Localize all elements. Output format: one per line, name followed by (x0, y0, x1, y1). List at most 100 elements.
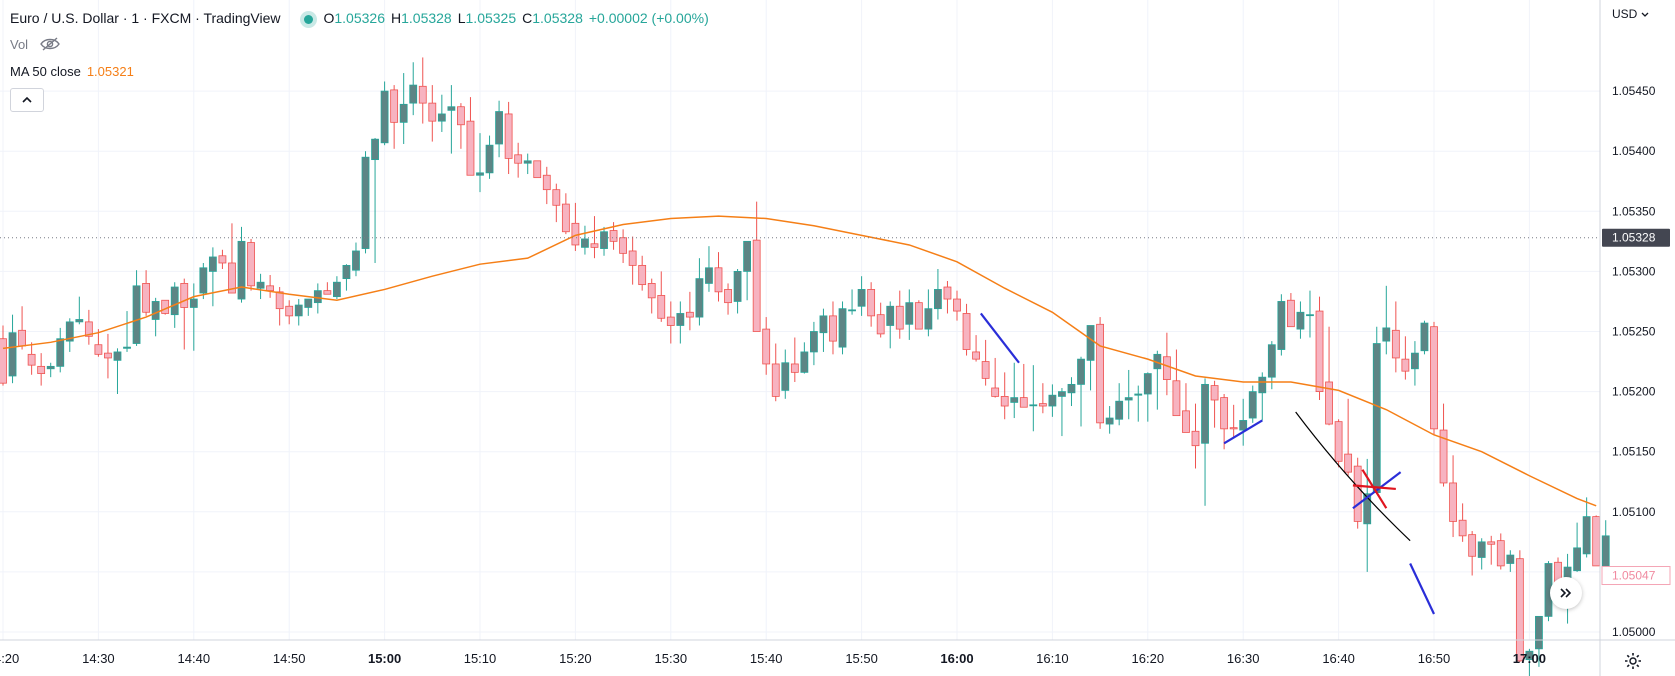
candle-down (991, 357, 1000, 398)
candle-down (1019, 363, 1028, 408)
candle-up (1306, 290, 1314, 338)
price-tick-label: 1.05350 (1612, 204, 1656, 218)
candle-up (1525, 648, 1534, 676)
candle-down (790, 337, 799, 382)
candle-body (1267, 344, 1276, 378)
ma-legend[interactable]: MA 50 close 1.05321 (10, 64, 134, 79)
candle-down (552, 183, 561, 223)
candle-body (1019, 397, 1028, 408)
collapse-legend-button[interactable] (10, 88, 44, 112)
candle-up (46, 362, 55, 378)
candle-up (151, 297, 160, 337)
candle-down (228, 223, 236, 294)
time-tick-label: 17:00 (1513, 651, 1546, 666)
candle-body (1172, 380, 1181, 417)
candle-up (56, 327, 65, 373)
candle-body (380, 90, 389, 144)
time-tick-label: 15:30 (655, 651, 688, 666)
candle-body (56, 338, 65, 367)
candle-body (1296, 311, 1305, 330)
candle-body (1411, 352, 1419, 370)
candle-down (1515, 550, 1524, 663)
price-tick-label: 1.05450 (1612, 84, 1656, 98)
volume-legend[interactable]: Vol (10, 37, 60, 54)
candle-body (1105, 417, 1114, 425)
candle-up (1239, 398, 1248, 446)
candle-body (886, 305, 895, 326)
candle-body (647, 283, 656, 299)
double-chevron-right-icon (1560, 588, 1572, 598)
candle-up (1258, 372, 1267, 421)
candle-down (514, 142, 523, 178)
candle-body (504, 113, 513, 159)
candle-body (1086, 325, 1095, 361)
candle-body (771, 363, 780, 397)
currency-selector[interactable]: USD (1612, 7, 1649, 21)
candle-body (1191, 430, 1200, 447)
candle-body (1248, 391, 1257, 419)
currency-label: USD (1612, 7, 1638, 21)
candle-body (1239, 420, 1248, 431)
price-tick-label: 1.05250 (1612, 325, 1656, 339)
candle-body (1134, 393, 1143, 396)
chevron-up-icon (22, 96, 32, 103)
candle-down (266, 275, 275, 298)
time-tick-label: 15:20 (559, 651, 592, 666)
candle-body (1334, 421, 1343, 462)
candle-body (1525, 650, 1534, 661)
eye-crossed-icon[interactable] (39, 37, 60, 54)
candle-body (733, 270, 742, 302)
candle-body (1096, 323, 1104, 424)
price-tick-label: 1.05000 (1612, 625, 1656, 639)
candle-up (810, 321, 818, 366)
candle-body (352, 250, 360, 271)
time-tick-label: 15:50 (845, 651, 878, 666)
candle-body (113, 351, 122, 361)
symbol-legend[interactable]: Euro / U.S. Dollar · 1 · FXCM · TradingV… (10, 10, 715, 26)
time-tick-label: 16:50 (1418, 651, 1451, 666)
candle-up (886, 301, 895, 349)
chart-settings-button[interactable] (1622, 650, 1644, 672)
candle-body (743, 240, 752, 272)
candle-body (342, 264, 351, 280)
candle-body (237, 240, 246, 300)
chevron-down-icon (1641, 12, 1649, 17)
candle-body (409, 84, 418, 104)
drawing-line-red (1352, 484, 1396, 491)
candle-body (256, 281, 265, 289)
candle-body (657, 295, 666, 319)
candle-down (323, 282, 332, 295)
candle-body (1344, 453, 1353, 473)
candle-body (485, 144, 494, 174)
scroll-to-realtime-button[interactable] (1550, 577, 1582, 609)
candle-down (1468, 531, 1477, 576)
candle-body (1372, 343, 1381, 493)
candle-down (418, 57, 427, 124)
candle-up (1105, 406, 1114, 434)
time-tick-label: 15:00 (368, 651, 401, 666)
candle-down (685, 291, 694, 331)
candle-down (1496, 533, 1505, 570)
candle-body (1468, 534, 1477, 557)
candle-body (1287, 299, 1295, 328)
candle-up (1201, 378, 1209, 506)
candle-body (84, 321, 93, 337)
candle-body (218, 255, 227, 264)
candle-down (829, 301, 837, 355)
candle-up (256, 273, 265, 300)
volume-label: Vol (10, 37, 29, 52)
candle-down (638, 255, 647, 291)
candle-down (285, 300, 294, 325)
candle-body (46, 365, 55, 370)
candle-body (247, 242, 255, 287)
candle-body (37, 365, 46, 374)
candle-body (1162, 356, 1171, 380)
candle-body (609, 230, 618, 242)
candle-body (590, 243, 599, 248)
candle-down (1220, 394, 1229, 450)
candle-down (1487, 535, 1496, 565)
candle-down (1430, 321, 1438, 435)
candle-up (294, 299, 303, 326)
